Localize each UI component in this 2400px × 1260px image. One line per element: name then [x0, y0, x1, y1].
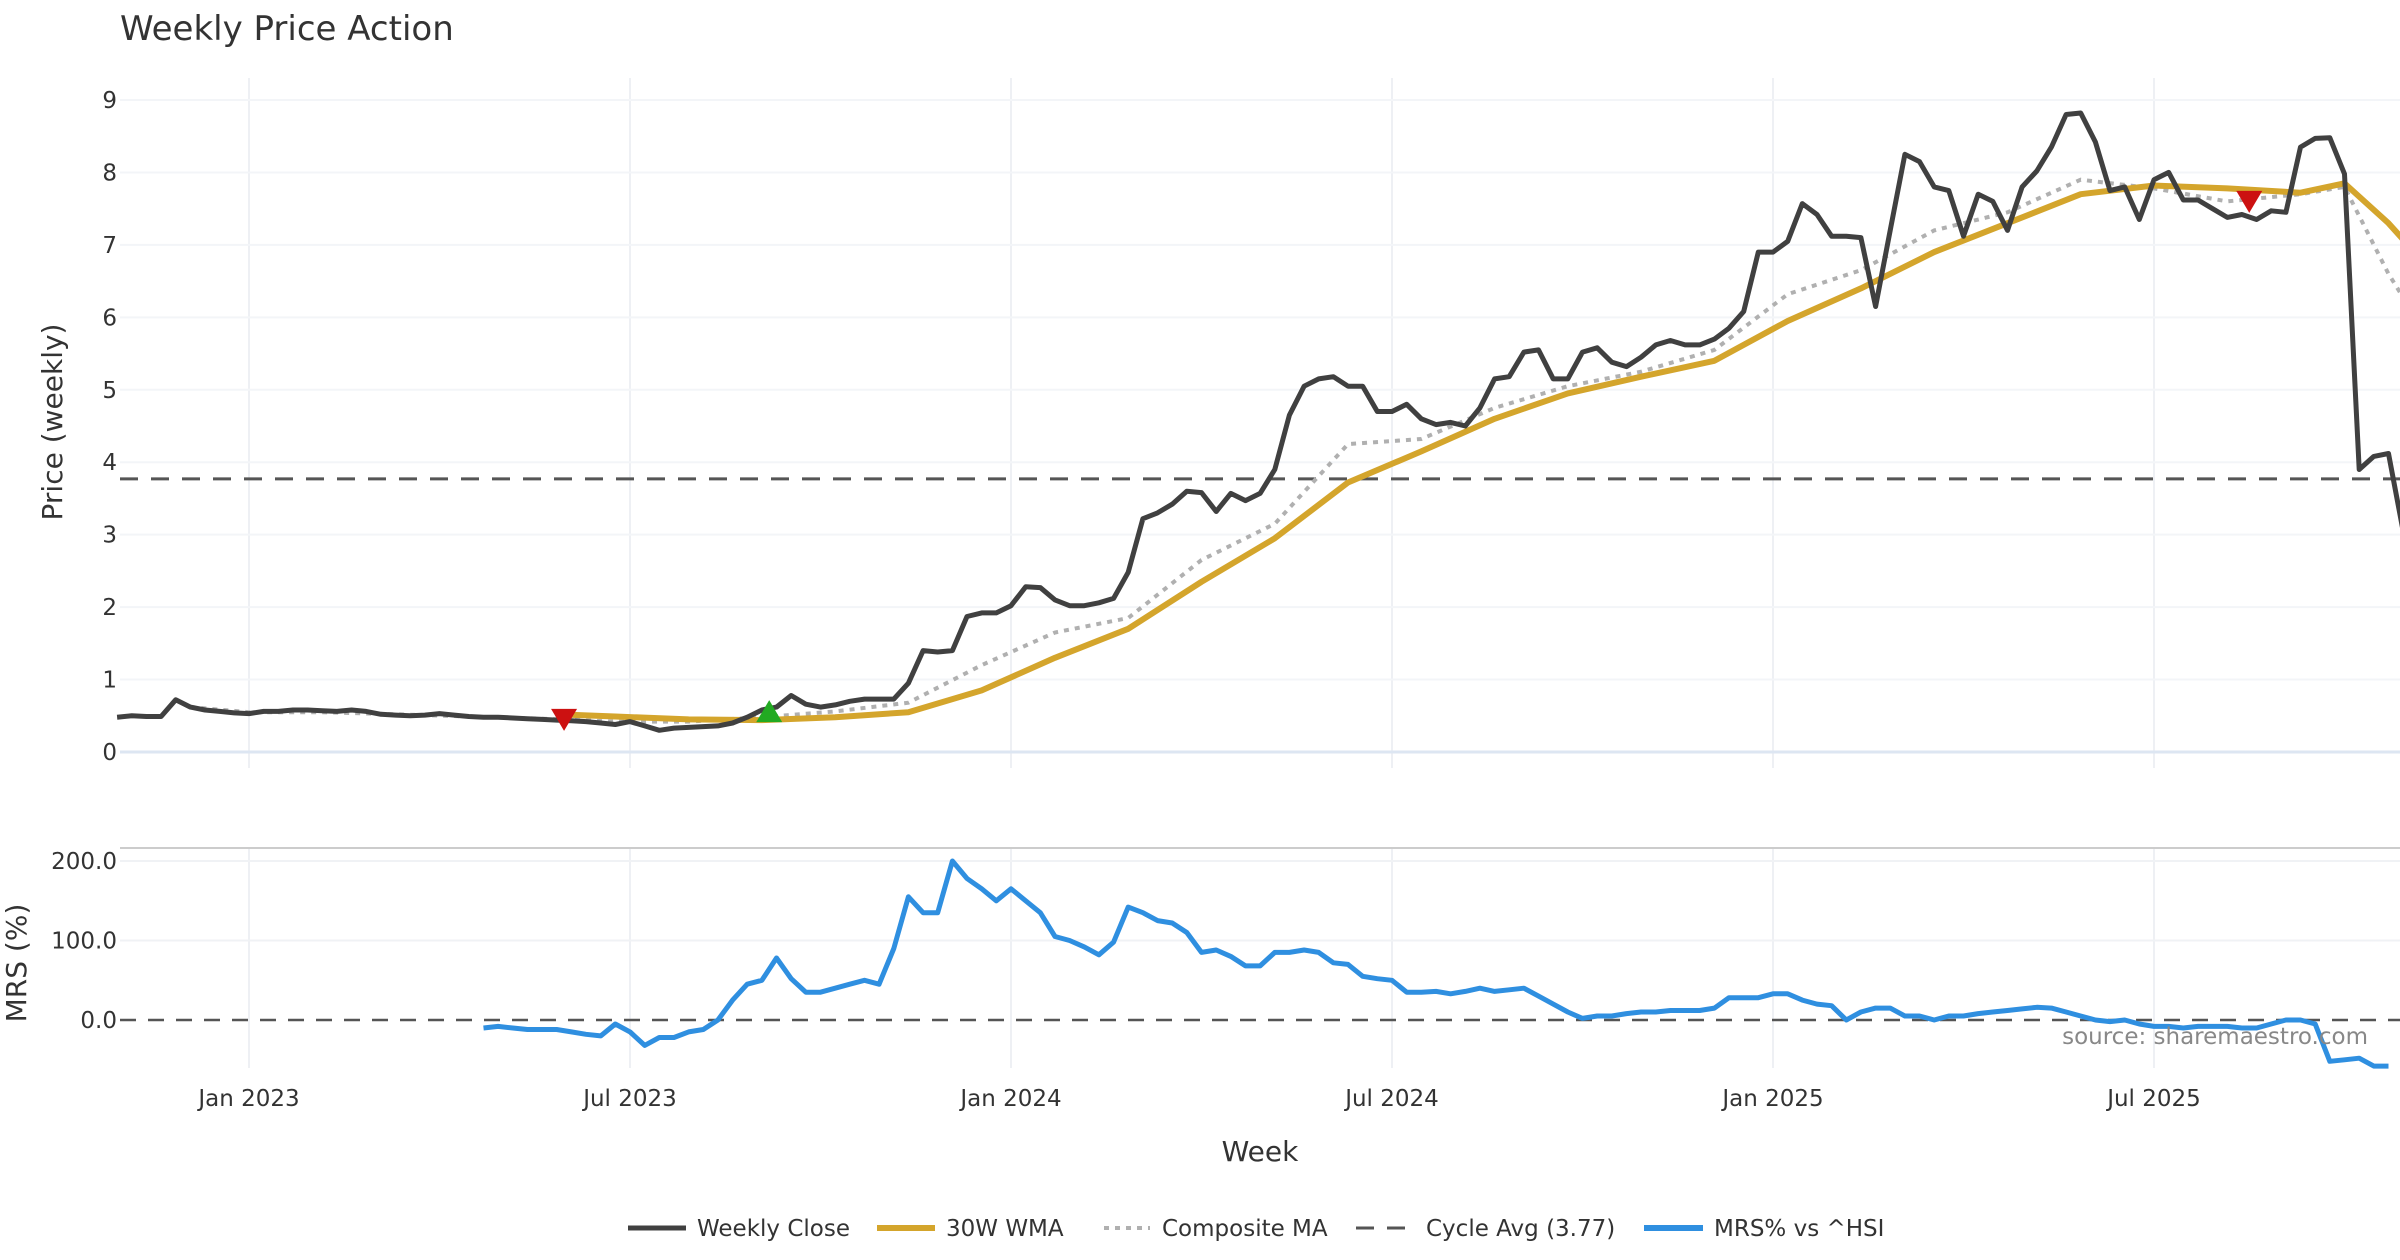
legend: Weekly Close 30W WMA Composite MA Cycle …	[628, 1216, 1884, 1242]
buy-signal-marker	[756, 700, 783, 723]
legend-label-wma: 30W WMA	[946, 1216, 1064, 1242]
price-y-tick-label: 5	[102, 378, 117, 404]
legend-label-composite: Composite MA	[1162, 1216, 1328, 1242]
price-axis-title: Price (weekly)	[36, 324, 69, 521]
price-y-tick-label: 0	[102, 740, 117, 766]
composite-ma-line	[190, 177, 2400, 724]
price-y-tick-label: 6	[102, 305, 117, 331]
x-axis-title: Week	[1222, 1135, 1299, 1168]
price-y-tick-label: 1	[102, 668, 117, 694]
mrs-y-tick-label: 100.0	[51, 929, 117, 955]
price-y-tick-label: 8	[102, 160, 117, 186]
x-tick-label: Jan 2023	[196, 1086, 299, 1112]
wma-30w-line	[556, 180, 2400, 724]
legend-label-weekly-close: Weekly Close	[697, 1216, 850, 1242]
sell-signal-marker	[2236, 190, 2263, 213]
weekly-close-line	[116, 110, 2400, 733]
x-tick-label: Jul 2023	[581, 1086, 677, 1112]
price-y-tick-label: 4	[102, 450, 117, 476]
horizontal-gridlines	[120, 99, 2400, 942]
mrs-y-tick-label: 200.0	[51, 849, 117, 875]
chart-title: Weekly Price Action	[120, 9, 454, 49]
sell-signal-marker	[551, 708, 578, 731]
price-y-tick-label: 2	[102, 595, 117, 621]
legend-label-cycle-avg: Cycle Avg (3.77)	[1426, 1216, 1615, 1242]
mrs-line	[483, 858, 2389, 1069]
x-tick-label: Jul 2024	[1343, 1086, 1439, 1112]
price-y-tick-label: 3	[102, 523, 117, 549]
source-label: source: sharemaestro.com	[2062, 1024, 2368, 1050]
x-tick-label: Jan 2025	[1720, 1086, 1823, 1112]
price-y-tick-label: 9	[102, 88, 117, 114]
mrs-axis-title: MRS (%)	[0, 904, 33, 1023]
mrs-y-tick-label: 0.0	[80, 1008, 117, 1034]
price-panel	[116, 110, 2400, 733]
x-tick-label: Jan 2024	[958, 1086, 1061, 1112]
axis-ticks: Jan 2023 Jul 2023 Jan 2024 Jul 2024 Jan 2025…	[51, 88, 2201, 1112]
vertical-gridlines	[248, 78, 2155, 1068]
x-tick-label: Jul 2025	[2105, 1086, 2201, 1112]
mrs-panel	[120, 858, 2400, 1069]
legend-label-mrs: MRS% vs ^HSI	[1714, 1216, 1884, 1242]
price-y-tick-label: 7	[102, 233, 117, 259]
